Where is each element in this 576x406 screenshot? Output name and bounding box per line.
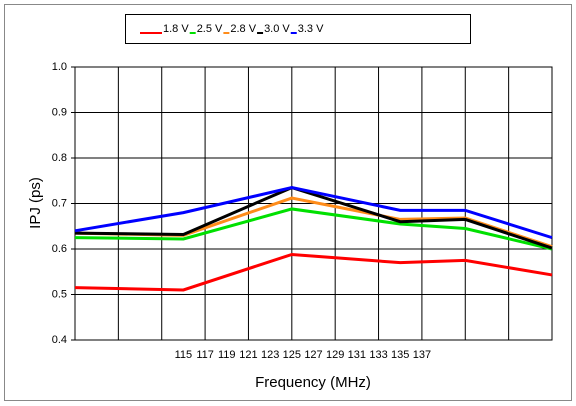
y-tick-label: 0.4 (52, 334, 67, 346)
y-tick-label: 0.6 (52, 243, 67, 255)
y-tick-label: 0.9 (52, 106, 67, 118)
legend-box (125, 14, 471, 44)
x-tick-label: 125 (283, 349, 301, 361)
series-line (74, 207, 553, 251)
legend-label: 3.0 V (264, 23, 290, 35)
legend-label: 2.8 V (230, 23, 256, 35)
y-tick-label: 1.0 (52, 61, 67, 73)
x-tick-label: 117 (196, 349, 214, 361)
x-tick-label: 129 (326, 349, 344, 361)
y-axis-label: IPJ (ps) (27, 177, 44, 229)
series-line (74, 252, 553, 292)
x-tick-label: 115 (175, 349, 193, 361)
y-tick-label: 0.7 (52, 197, 67, 209)
y-tick-label: 0.8 (52, 152, 67, 164)
series-line (74, 186, 553, 240)
x-tick-label: 121 (239, 349, 257, 361)
x-tick-label: 127 (304, 349, 322, 361)
x-tick-label: 123 (261, 349, 279, 361)
y-tick-label: 0.5 (52, 288, 67, 300)
x-tick-label: 137 (413, 349, 431, 361)
legend-label: 3.3 V (298, 23, 324, 35)
legend-label: 2.5 V (197, 23, 223, 35)
x-tick-label: 131 (348, 349, 366, 361)
x-tick-label: 119 (218, 349, 236, 361)
x-axis-label: Frequency (MHz) (255, 374, 371, 391)
x-tick-label: 133 (369, 349, 387, 361)
legend-label: 1.8 V (163, 23, 189, 35)
x-tick-label: 135 (391, 349, 409, 361)
series-line (74, 185, 553, 250)
